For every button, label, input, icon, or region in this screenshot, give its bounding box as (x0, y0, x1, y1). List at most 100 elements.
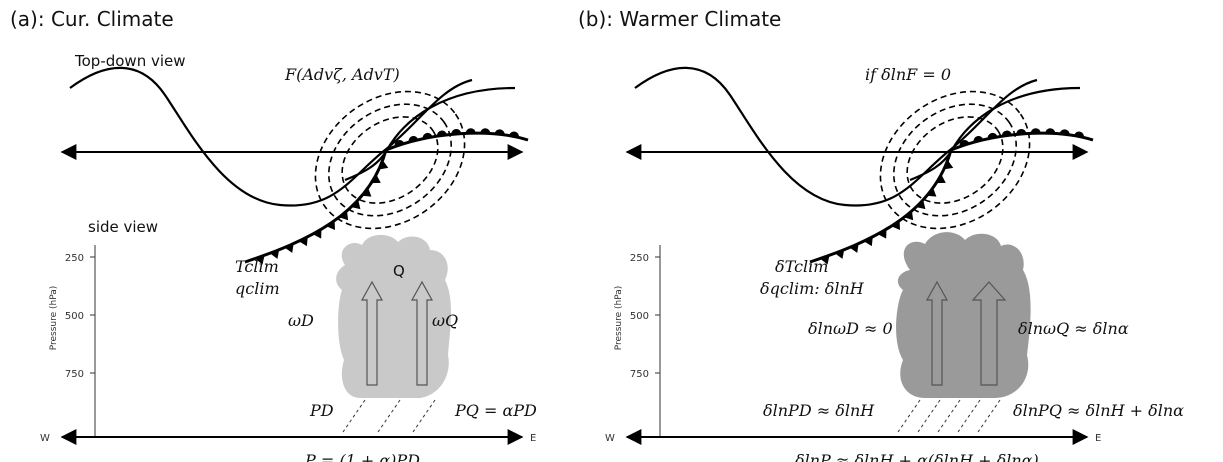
tick-label: 750 (65, 369, 84, 380)
direction-label: E (530, 433, 536, 444)
cold-front-symbol (371, 174, 381, 184)
warm-front-symbol (494, 129, 505, 135)
warm-front-symbol (1030, 128, 1041, 134)
panel-title: (b): Warmer Climate (578, 7, 781, 31)
warm-front (385, 131, 529, 152)
rain (342, 399, 366, 433)
cold-front (244, 149, 388, 264)
precip-total: δlnP ≈ δlnH + α(δlnH + δlnα) (795, 451, 1039, 462)
forcing-contour (314, 90, 466, 230)
warm-front-symbol (436, 130, 447, 137)
cold-front-symbol (339, 210, 349, 221)
axis-label: Pressure (hPa) (614, 286, 624, 351)
omega-label: ωQ (432, 311, 458, 330)
jet-wave (69, 66, 473, 207)
forcing-contour (341, 116, 439, 204)
omega-label: ωD (288, 311, 314, 330)
forcing-label: F(Advζ, AdvT) (284, 65, 400, 84)
warm-front-symbol (509, 131, 519, 138)
climate-label: δqclim: δlnH (760, 279, 865, 298)
direction-label: W (40, 433, 50, 444)
rain (957, 399, 981, 433)
precip-total: P = (1 + α)PD (304, 451, 420, 462)
cold-front-symbol (362, 187, 372, 197)
cold-front-symbol (834, 249, 845, 259)
forcing-contour (328, 103, 452, 217)
precip-label: PD (309, 401, 334, 420)
jet-wave (344, 86, 516, 182)
rain (897, 399, 921, 433)
warm-front-symbol (394, 140, 405, 147)
ascent-arrow (410, 280, 434, 386)
panel-a-shapes (60, 66, 529, 445)
warm-front-symbol (1045, 128, 1056, 134)
warm-front-symbol (1074, 131, 1084, 138)
rain (377, 399, 401, 433)
rain (977, 399, 1001, 433)
cold-front-symbol (927, 187, 937, 197)
climate-label: qclim (235, 279, 280, 298)
cold-front-symbol (298, 236, 308, 247)
axis-label: Pressure (hPa) (49, 286, 59, 351)
rain (937, 399, 961, 433)
cloud (896, 232, 1031, 398)
cold-front-symbol (863, 236, 873, 247)
cold-front-symbol (269, 249, 280, 259)
warm-front-symbol (973, 136, 984, 143)
tick-label: 500 (65, 311, 84, 322)
precip-label: δlnPD ≈ δlnH (763, 401, 875, 420)
direction-label: W (605, 433, 615, 444)
cold-front-symbol (943, 160, 954, 170)
forcing-contour (879, 90, 1031, 230)
warm-front-symbol (959, 140, 970, 147)
cold-front-symbol (849, 243, 859, 253)
warm-front-symbol (422, 132, 433, 139)
warm-front (950, 131, 1094, 152)
panel-title: (a): Cur. Climate (10, 7, 174, 31)
warm-front-symbol (1059, 129, 1070, 135)
warm-front-symbol (465, 128, 476, 134)
cold-front-symbol (936, 174, 946, 184)
warm-front-symbol (1001, 130, 1012, 137)
cold-front-symbol (891, 220, 900, 231)
rain (917, 399, 941, 433)
cloud (336, 234, 452, 398)
direction-label: E (1095, 433, 1101, 444)
precip-label: δlnPQ ≈ δlnH + δlnα (1013, 401, 1184, 420)
cold-front-symbol (255, 255, 265, 265)
cold-front-symbol (904, 210, 914, 221)
warm-front-symbol (451, 128, 462, 135)
climate-label: Tclim (235, 257, 279, 276)
cloud-label: Q (393, 262, 405, 280)
view-label: Top-down view (74, 52, 186, 70)
cold-front-symbol (916, 199, 926, 210)
forcing-contour (906, 116, 1004, 204)
forcing-contour (893, 103, 1017, 217)
warm-front-symbol (1016, 128, 1027, 135)
tick-label: 500 (630, 311, 649, 322)
jet-wave (909, 86, 1081, 182)
ascent-arrow (971, 281, 1007, 386)
cold-front-symbol (378, 160, 389, 170)
climate-label: δTclim (775, 257, 828, 276)
omega-label: δlnωQ ≈ δlnα (1018, 319, 1129, 338)
jet-wave (634, 66, 1038, 207)
tick-label: 250 (630, 253, 649, 264)
view-label: side view (88, 218, 158, 236)
warm-front-symbol (480, 128, 491, 134)
cold-front-symbol (326, 220, 335, 231)
tick-label: 750 (630, 369, 649, 380)
tick-label: 250 (65, 253, 84, 264)
warm-front-symbol (408, 136, 419, 143)
cold-front-symbol (877, 229, 887, 239)
forcing-label: if δlnF = 0 (865, 65, 951, 84)
warm-front-symbol (987, 132, 998, 139)
omega-label: δlnωD ≈ 0 (808, 319, 893, 338)
ascent-arrow (925, 280, 949, 386)
cold-front-symbol (351, 199, 361, 210)
cold-front-symbol (284, 243, 294, 253)
cold-front (809, 149, 953, 264)
rain (412, 399, 436, 433)
ascent-arrow (360, 280, 384, 386)
